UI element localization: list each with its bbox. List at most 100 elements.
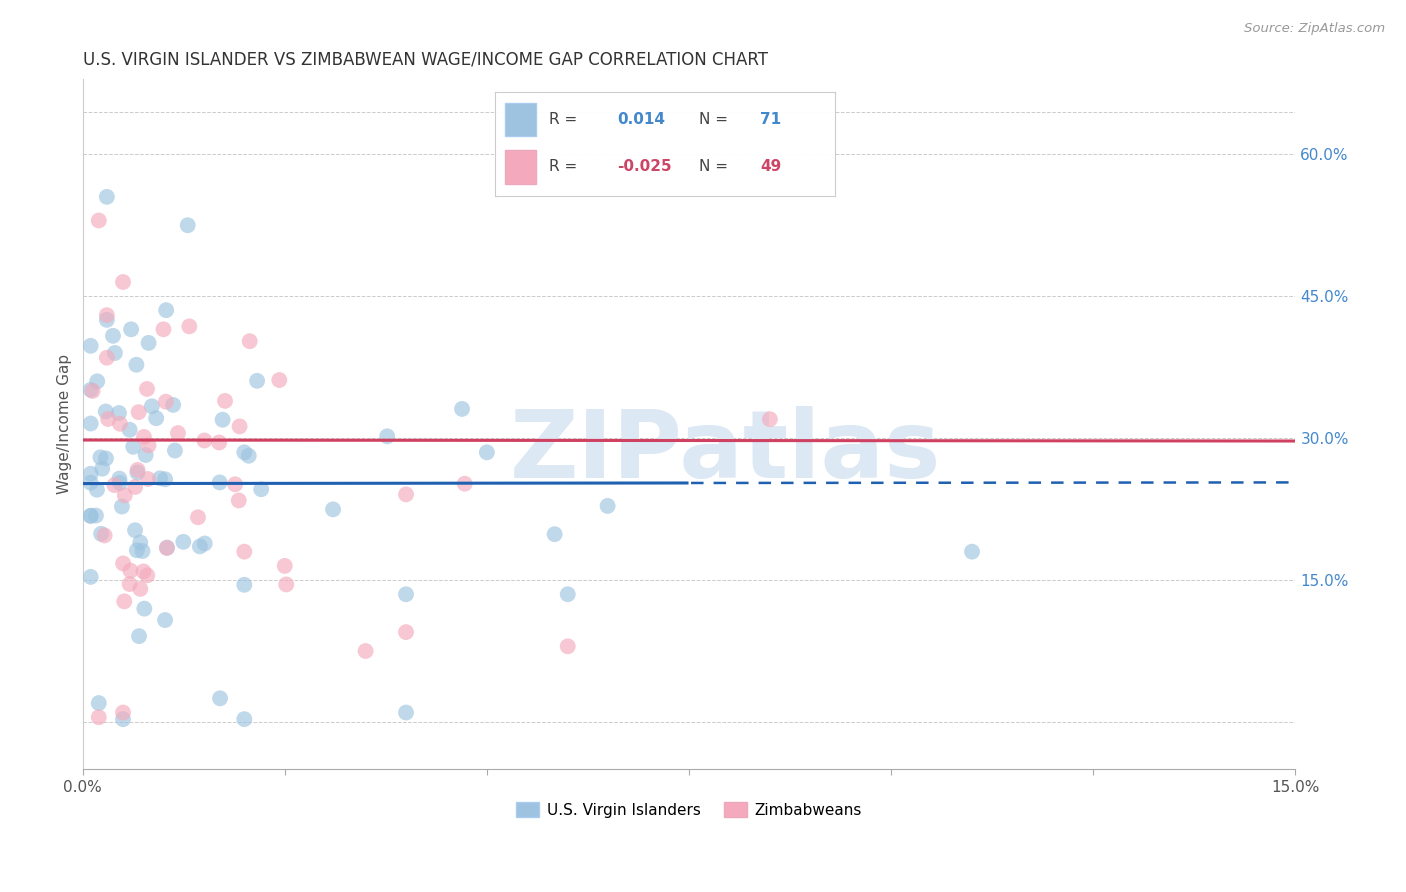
Point — [79, 508, 101, 523]
Point — [135, 448, 157, 462]
Point — [188, 540, 211, 554]
Point — [84, 508, 107, 523]
Point — [93, 528, 115, 542]
Point — [543, 527, 565, 541]
Point — [960, 544, 983, 558]
Point — [276, 577, 298, 591]
Point — [96, 313, 118, 327]
Point — [129, 535, 152, 549]
Point — [86, 483, 108, 497]
Point — [395, 706, 418, 720]
Point — [153, 472, 176, 486]
Point — [134, 601, 156, 615]
Point — [214, 393, 236, 408]
Point — [395, 625, 418, 640]
Point — [155, 303, 177, 318]
Point — [233, 445, 256, 459]
Point — [475, 445, 498, 459]
Point — [156, 541, 179, 555]
Point — [149, 471, 172, 485]
Y-axis label: Wage/Income Gap: Wage/Income Gap — [58, 354, 72, 494]
Point — [233, 544, 256, 558]
Point — [122, 440, 145, 454]
Point — [233, 712, 256, 726]
Point — [87, 710, 110, 724]
Point — [179, 319, 201, 334]
Point — [118, 577, 141, 591]
Point — [246, 374, 269, 388]
Point — [187, 510, 209, 524]
Point — [193, 434, 215, 448]
Point — [128, 405, 150, 419]
Point — [125, 543, 148, 558]
Point — [128, 629, 150, 643]
Point — [96, 351, 118, 365]
Point — [124, 523, 146, 537]
Point — [228, 419, 250, 434]
Point — [127, 466, 149, 480]
Point — [79, 508, 101, 523]
Point — [395, 587, 418, 601]
Text: ZIPatlas: ZIPatlas — [510, 406, 941, 498]
Point — [108, 472, 131, 486]
Point — [97, 412, 120, 426]
Point — [82, 384, 104, 398]
Point — [101, 328, 124, 343]
Point — [136, 382, 159, 396]
Point — [108, 475, 131, 490]
Point — [153, 613, 176, 627]
Point — [238, 449, 260, 463]
Point — [112, 706, 135, 720]
Point — [79, 570, 101, 584]
Point — [104, 346, 127, 360]
Point — [112, 275, 135, 289]
Point — [208, 435, 231, 450]
Point — [454, 476, 477, 491]
Point — [103, 478, 125, 492]
Point — [118, 423, 141, 437]
Point — [224, 477, 246, 491]
Point — [79, 467, 101, 481]
Text: U.S. VIRGIN ISLANDER VS ZIMBABWEAN WAGE/INCOME GAP CORRELATION CHART: U.S. VIRGIN ISLANDER VS ZIMBABWEAN WAGE/… — [83, 51, 768, 69]
Point — [79, 339, 101, 353]
Point — [172, 534, 194, 549]
Point — [228, 493, 250, 508]
Point — [209, 691, 232, 706]
Point — [152, 322, 174, 336]
Point — [141, 399, 163, 413]
Point — [375, 429, 398, 443]
Point — [759, 412, 782, 426]
Point — [127, 463, 149, 477]
Point — [145, 411, 167, 425]
Point — [250, 482, 273, 496]
Point — [557, 587, 579, 601]
Point — [155, 394, 177, 409]
Point — [120, 564, 142, 578]
Point — [162, 398, 184, 412]
Point — [112, 712, 135, 726]
Point — [114, 488, 136, 502]
Point — [156, 541, 179, 555]
Point — [86, 374, 108, 388]
Point — [138, 438, 160, 452]
Point — [239, 334, 262, 349]
Point — [91, 461, 114, 475]
Point — [136, 472, 159, 486]
Point — [79, 383, 101, 397]
Point — [395, 487, 418, 501]
Text: Source: ZipAtlas.com: Source: ZipAtlas.com — [1244, 22, 1385, 36]
Point — [163, 443, 186, 458]
Point — [94, 404, 117, 418]
Point — [112, 557, 135, 571]
Point — [354, 644, 377, 658]
Point — [125, 358, 148, 372]
Point — [131, 544, 153, 558]
Point — [211, 413, 233, 427]
Point — [96, 190, 118, 204]
Point — [111, 500, 134, 514]
Point — [451, 401, 474, 416]
Point — [87, 213, 110, 227]
Point — [596, 499, 619, 513]
Point — [79, 417, 101, 431]
Point — [112, 594, 135, 608]
